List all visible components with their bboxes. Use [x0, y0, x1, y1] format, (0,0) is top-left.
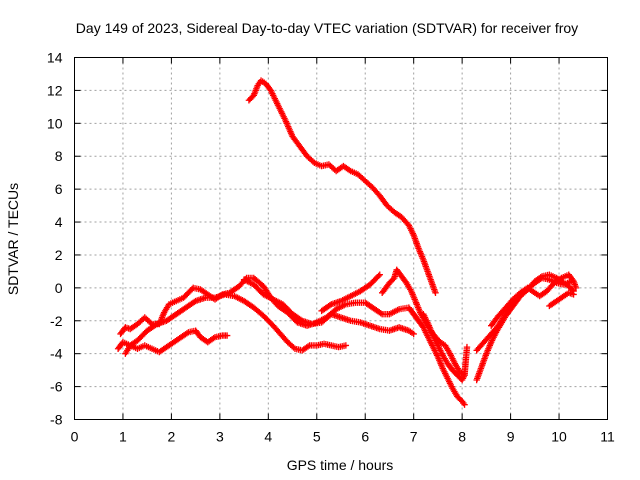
data-point	[147, 319, 154, 326]
x-tick-label: 11	[600, 429, 615, 445]
data-point	[375, 272, 382, 280]
x-tick-label: 7	[410, 429, 418, 445]
series-trace-k	[488, 271, 580, 329]
series-trace-d	[240, 276, 417, 338]
series-trace-l	[546, 289, 577, 310]
y-axis-label: SDTVAR / TECUs	[5, 183, 21, 295]
data-point	[461, 401, 468, 408]
data-point	[290, 344, 297, 351]
x-tick-label: 10	[551, 429, 567, 445]
x-tick-label: 2	[168, 429, 176, 445]
grid	[74, 57, 608, 420]
y-tick-label: 8	[55, 148, 63, 164]
series-trace-high	[245, 77, 439, 296]
series-trace-c	[122, 291, 350, 357]
x-tick-label: 3	[216, 429, 224, 445]
data-point	[309, 158, 317, 165]
y-tick-label: 6	[55, 181, 63, 197]
data-point	[461, 371, 468, 379]
y-tick-label: 14	[47, 50, 63, 66]
series-trace-f	[378, 266, 471, 379]
data-point	[210, 335, 217, 342]
series-trace-j	[473, 274, 575, 354]
data-point	[570, 291, 577, 298]
series-trace-h	[420, 310, 468, 384]
data-point	[377, 310, 384, 317]
y-tick-label: 4	[55, 214, 63, 230]
data-point	[376, 271, 383, 278]
data-point	[346, 166, 353, 174]
x-tick-label: 1	[119, 429, 127, 445]
data-point	[556, 275, 564, 283]
data-point	[183, 330, 191, 337]
series-layer	[114, 77, 580, 408]
y-tick-label: 0	[55, 280, 63, 296]
series-trace-b	[114, 327, 231, 356]
data-point	[342, 342, 350, 349]
series-trace-g	[410, 310, 468, 408]
plot-frame	[74, 57, 608, 420]
y-ticks: -8 -6 -4 -2 0 2 4 6 8 10 12 14	[47, 50, 608, 428]
data-point	[304, 343, 312, 350]
x-tick-label: 5	[313, 429, 321, 445]
series-trace-e	[318, 271, 383, 315]
x-tick-label: 0	[71, 429, 79, 445]
data-point	[463, 343, 471, 351]
data-point	[432, 289, 439, 296]
y-tick-label: 2	[55, 247, 63, 263]
y-tick-label: 12	[47, 82, 63, 98]
y-tick-label: -6	[50, 379, 63, 395]
x-tick-label: 4	[264, 429, 272, 445]
x-ticks: 0 1 2 3 4 5 6 7 8 9 10 11	[71, 57, 615, 445]
data-point	[223, 332, 231, 339]
x-tick-label: 6	[361, 429, 369, 445]
x-axis-label: GPS time / hours	[287, 457, 394, 473]
y-tick-label: 10	[47, 115, 63, 131]
y-tick-label: -8	[50, 412, 63, 428]
x-tick-label: 9	[507, 429, 515, 445]
x-tick-label: 8	[458, 429, 466, 445]
y-tick-label: -4	[50, 346, 63, 362]
data-point	[410, 330, 417, 338]
chart-title: Day 149 of 2023, Sidereal Day-to-day VTE…	[76, 20, 578, 36]
y-tick-label: -2	[50, 313, 63, 329]
data-point	[572, 284, 580, 292]
